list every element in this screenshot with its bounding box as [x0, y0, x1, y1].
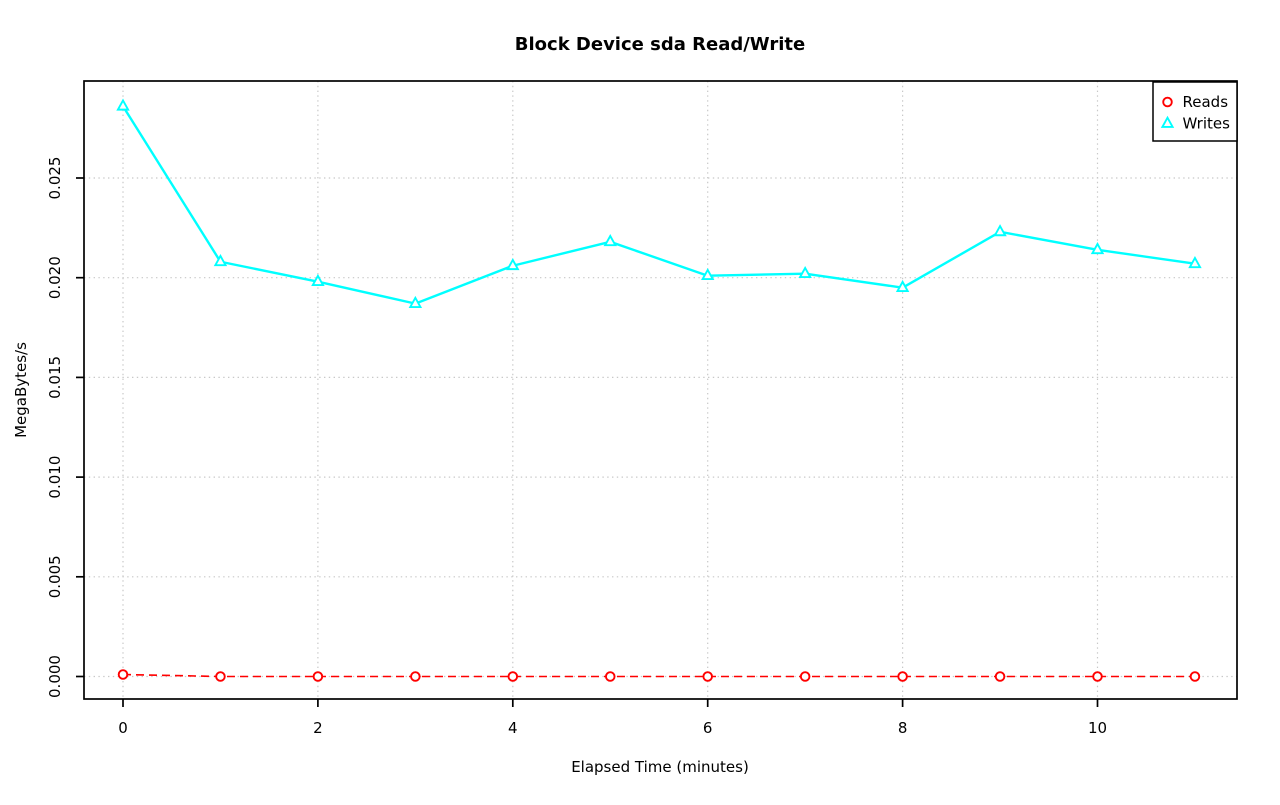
x-tick-label: 0 [118, 719, 128, 737]
reads-line [122, 673, 1195, 678]
reads-marker [215, 671, 226, 682]
grid-layer [84, 81, 1237, 699]
legend-reads-label: Reads [1183, 93, 1229, 111]
reads-marker [605, 671, 616, 682]
x-tick-label: 2 [313, 719, 323, 737]
reads-marker [897, 671, 908, 682]
y-tick-label: 0.025 [46, 157, 64, 200]
x-tick-label: 10 [1088, 719, 1107, 737]
writes-marker [408, 295, 423, 308]
reads-marker [410, 671, 421, 682]
reads-marker [994, 671, 1006, 682]
y-tick-label: 0.000 [46, 655, 64, 698]
reads-marker [702, 671, 713, 682]
y-tick-label: 0.020 [46, 256, 64, 299]
reads-marker [117, 669, 129, 680]
reads-marker [507, 671, 519, 682]
legend-writes-label: Writes [1183, 115, 1231, 133]
writes-marker [506, 257, 520, 271]
writes-marker [798, 265, 812, 279]
legend-box [1152, 81, 1238, 142]
x-axis-label: Elapsed Time (minutes) [571, 758, 749, 776]
axis-layer: 0 2 4 6 8 10 0.000 0.005 0.010 0.015 0.020 0.025 [46, 80, 1238, 737]
legend-writes-marker [1160, 115, 1175, 128]
y-axis-label: MegaBytes/s [12, 342, 30, 438]
writes-marker [311, 273, 325, 287]
legend-reads-marker [1162, 96, 1173, 108]
chart-title: Block Device sda Read/Write [515, 34, 805, 55]
writes-marker [116, 98, 130, 111]
writes-marker [1188, 255, 1202, 269]
y-tick-label: 0.010 [46, 456, 64, 499]
reads-marker [799, 671, 811, 682]
x-tick-label: 8 [898, 719, 908, 737]
writes-marker [213, 253, 228, 267]
plot-border [83, 80, 1238, 700]
reads-marker [312, 671, 324, 682]
writes-marker [895, 279, 910, 293]
series-layer [116, 98, 1202, 682]
writes-marker [993, 224, 1007, 237]
writes-marker [700, 267, 715, 281]
x-tick-label: 4 [508, 719, 518, 737]
y-tick-label: 0.005 [46, 555, 64, 598]
x-tick-label: 6 [703, 719, 713, 737]
reads-marker [1189, 671, 1201, 682]
writes-marker [1090, 242, 1105, 255]
y-tick-label: 0.015 [46, 356, 64, 399]
reads-marker [1092, 671, 1103, 682]
writes-marker [603, 234, 617, 247]
legend-layer: Reads Writes [1152, 81, 1238, 142]
writes-line [121, 105, 1196, 305]
